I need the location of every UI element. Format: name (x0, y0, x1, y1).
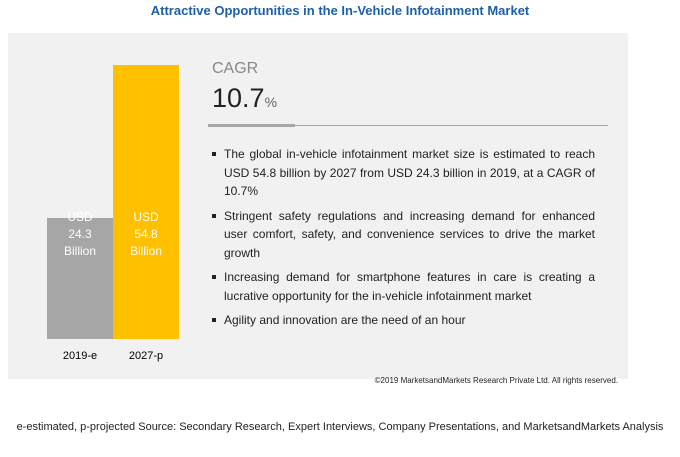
bar-data-label-line: 54.8 (134, 227, 158, 241)
chart-title: Attractive Opportunities in the In-Vehic… (150, 3, 530, 18)
bar-data-label: USD 54.8 Billion (113, 209, 179, 260)
bar-data-label-line: USD (67, 210, 93, 224)
bar-data-label-line: USD (133, 210, 159, 224)
source-footnote: e-estimated, p-projected Source: Seconda… (16, 421, 664, 433)
bar-data-label-line: Billion (129, 244, 162, 258)
copyright-notice: ©2019 MarketsandMarkets Research Private… (374, 376, 618, 385)
bullet-item: Increasing demand for smartphone feature… (212, 268, 595, 305)
cagr-divider (295, 125, 608, 126)
bullet-list: The global in-vehicle infotainment marke… (212, 145, 595, 336)
bar-2027-p (113, 65, 179, 339)
bar-data-label-line: Billion (63, 244, 96, 258)
bullet-item: The global in-vehicle infotainment marke… (212, 145, 595, 201)
cagr-divider-accent (208, 124, 295, 127)
bar-2019-e (47, 218, 113, 339)
x-tick-label: 2019-e (62, 350, 98, 362)
infographic-panel: USD 24.3 Billion 2019-e USD 54.8 Billion 2027-p… (8, 33, 628, 385)
bullet-item: Stringent safety regulations and increas… (212, 207, 595, 263)
cagr-value: 10.7% (212, 83, 277, 114)
bar-data-label: USD 24.3 Billion (47, 209, 113, 260)
cagr-label: CAGR (212, 60, 259, 77)
cagr-number: 10.7 (212, 83, 265, 113)
cagr-unit: % (264, 94, 278, 110)
bullet-item: Agility and innovation are the need of a… (212, 311, 595, 330)
x-tick-label: 2027-p (128, 350, 164, 362)
bar-data-label-line: 24.3 (68, 227, 92, 241)
